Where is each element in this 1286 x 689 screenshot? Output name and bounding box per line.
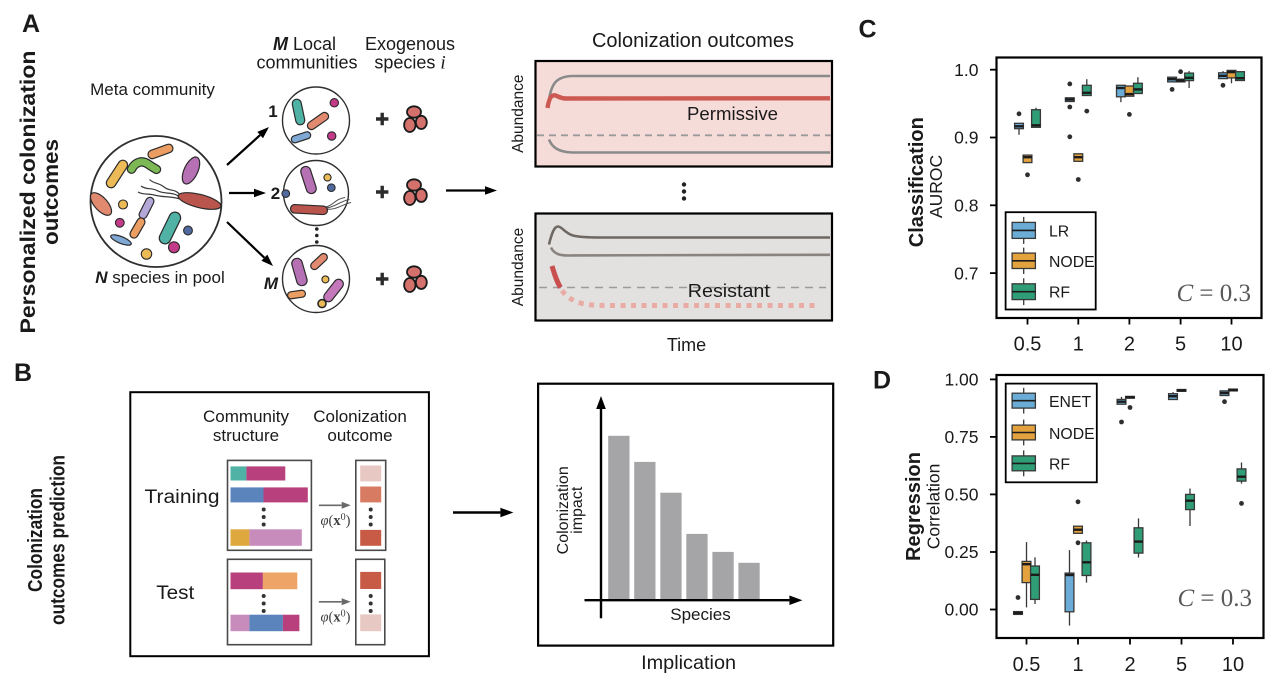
svg-text:Exogenous: Exogenous	[365, 34, 455, 54]
svg-text:0.00: 0.00	[944, 600, 978, 620]
svg-text:C: C	[859, 15, 877, 43]
svg-text:0.8: 0.8	[954, 196, 978, 216]
svg-text:0.5: 0.5	[1013, 654, 1041, 676]
svg-text:Classification: Classification	[906, 117, 928, 247]
svg-text:1.00: 1.00	[944, 370, 978, 390]
svg-text:M Local: M Local	[273, 34, 336, 54]
svg-text:RF: RF	[1049, 457, 1070, 474]
svg-text:NODE: NODE	[1049, 254, 1095, 271]
svg-text:10: 10	[1220, 334, 1242, 356]
svg-text:φ(x0): φ(x0)	[321, 512, 351, 529]
svg-text:species i: species i	[374, 53, 445, 74]
svg-text:5: 5	[1176, 654, 1187, 676]
svg-text:D: D	[873, 367, 891, 395]
svg-text:1: 1	[1072, 654, 1083, 676]
svg-text:N species in pool: N species in pool	[95, 268, 224, 287]
svg-text:communities: communities	[256, 53, 357, 73]
svg-text:Implication: Implication	[641, 652, 736, 674]
svg-text:0.25: 0.25	[944, 542, 978, 562]
svg-text:Training: Training	[145, 487, 220, 508]
svg-text:Permissive: Permissive	[687, 104, 778, 124]
svg-text:Time: Time	[667, 335, 706, 355]
svg-text:C = 0.3: C = 0.3	[1177, 585, 1252, 612]
svg-text:Colonization: Colonization	[313, 407, 407, 426]
svg-text:Community: Community	[203, 407, 289, 426]
svg-text:Abundance: Abundance	[510, 228, 527, 306]
svg-text:M: M	[264, 274, 279, 293]
svg-text:structure: structure	[213, 426, 279, 445]
svg-text:outcome: outcome	[327, 426, 392, 445]
svg-text:ENET: ENET	[1049, 394, 1091, 411]
svg-text:impact: impact	[569, 486, 586, 534]
svg-text:1.0: 1.0	[954, 60, 979, 80]
svg-text:0.5: 0.5	[1014, 334, 1042, 356]
svg-text:LR: LR	[1049, 224, 1069, 241]
svg-text:Colonization outcomes: Colonization outcomes	[592, 30, 794, 52]
svg-text:AUROC: AUROC	[926, 155, 946, 218]
svg-text:Meta community: Meta community	[90, 80, 215, 99]
svg-text:outcomes prediction: outcomes prediction	[48, 455, 70, 625]
svg-text:Test: Test	[156, 583, 195, 604]
svg-text:A: A	[22, 10, 40, 38]
svg-text:2: 2	[1124, 654, 1135, 676]
svg-text:RF: RF	[1049, 285, 1070, 302]
svg-text:2: 2	[1124, 334, 1135, 356]
svg-text:B: B	[14, 359, 32, 387]
svg-text:Personalized colonization: Personalized colonization	[17, 51, 40, 334]
svg-text:0.7: 0.7	[954, 263, 978, 283]
svg-text:outcomes: outcomes	[40, 139, 63, 245]
svg-text:Colonization: Colonization	[25, 488, 47, 592]
svg-text:Correlation: Correlation	[924, 464, 944, 550]
svg-text:NODE: NODE	[1049, 426, 1095, 443]
svg-text:Colonization: Colonization	[555, 466, 572, 554]
svg-text:φ(x0): φ(x0)	[321, 609, 351, 626]
svg-text:0.50: 0.50	[944, 485, 978, 505]
svg-text:1: 1	[268, 102, 277, 121]
svg-text:Species: Species	[670, 605, 730, 624]
svg-text:Regression: Regression	[903, 452, 925, 561]
svg-text:Abundance: Abundance	[510, 74, 527, 152]
svg-text:C = 0.3: C = 0.3	[1176, 280, 1251, 307]
svg-text:0.9: 0.9	[954, 128, 978, 148]
svg-text:10: 10	[1222, 654, 1244, 676]
svg-text:5: 5	[1175, 334, 1186, 356]
svg-text:0.75: 0.75	[944, 427, 978, 447]
svg-text:2: 2	[271, 184, 280, 203]
svg-text:1: 1	[1073, 334, 1084, 356]
svg-text:Resistant: Resistant	[688, 281, 770, 301]
